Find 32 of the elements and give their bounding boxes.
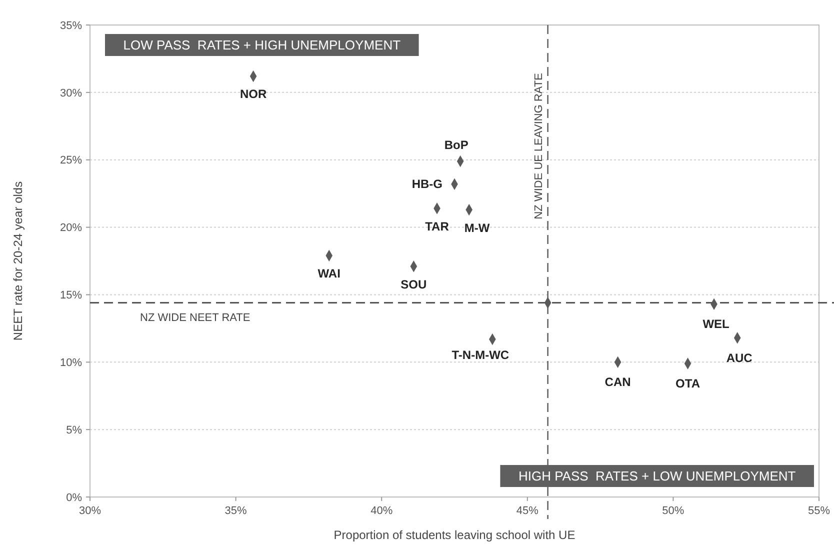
ref-line-label: NZ WIDE UE LEAVING RATE xyxy=(532,73,545,220)
y-tick-label: 30% xyxy=(60,87,82,100)
annotation: T-N-M-WC xyxy=(452,348,510,362)
x-tick-label: 55% xyxy=(808,505,830,517)
annotation: CAN xyxy=(604,375,631,390)
y-tick-label: 20% xyxy=(60,222,82,234)
annotation: HIGH PASS RATES + LOW UNEMPLOYMENT xyxy=(518,468,796,484)
x-tick-label: 35% xyxy=(224,505,248,517)
x-axis-title: Proportion of students leaving school with UE xyxy=(334,528,576,542)
annotation: AUC xyxy=(726,350,753,365)
x-tick-label: 30% xyxy=(78,505,102,517)
y-axis-title: NEET rate for 20-24 year olds xyxy=(11,181,25,341)
x-tick-label: 50% xyxy=(662,505,684,517)
annotation: SOU xyxy=(400,277,427,292)
ref-line-label: NZ WIDE NEET RATE xyxy=(140,312,250,324)
annotation: BoP xyxy=(444,138,468,152)
x-tick-label: 40% xyxy=(370,505,393,517)
y-tick-label: 0% xyxy=(66,492,82,504)
y-tick-label: 15% xyxy=(60,290,82,302)
annotation: M-W xyxy=(464,220,490,235)
y-tick-label: 5% xyxy=(66,424,82,436)
x-tick-label: 45% xyxy=(516,505,539,517)
annotation: OTA xyxy=(676,376,700,390)
annotation: WEL xyxy=(702,317,730,332)
y-tick-label: 35% xyxy=(60,20,82,32)
annotation: LOW PASS RATES + HIGH UNEMPLOYMENT xyxy=(123,38,401,52)
annotation: TAR xyxy=(425,219,450,234)
y-tick-label: 25% xyxy=(60,154,82,167)
annotation: HB-G xyxy=(412,177,442,192)
annotation: NOR xyxy=(240,87,267,102)
y-tick-label: 10% xyxy=(60,356,82,369)
annotation: WAI xyxy=(318,266,340,281)
